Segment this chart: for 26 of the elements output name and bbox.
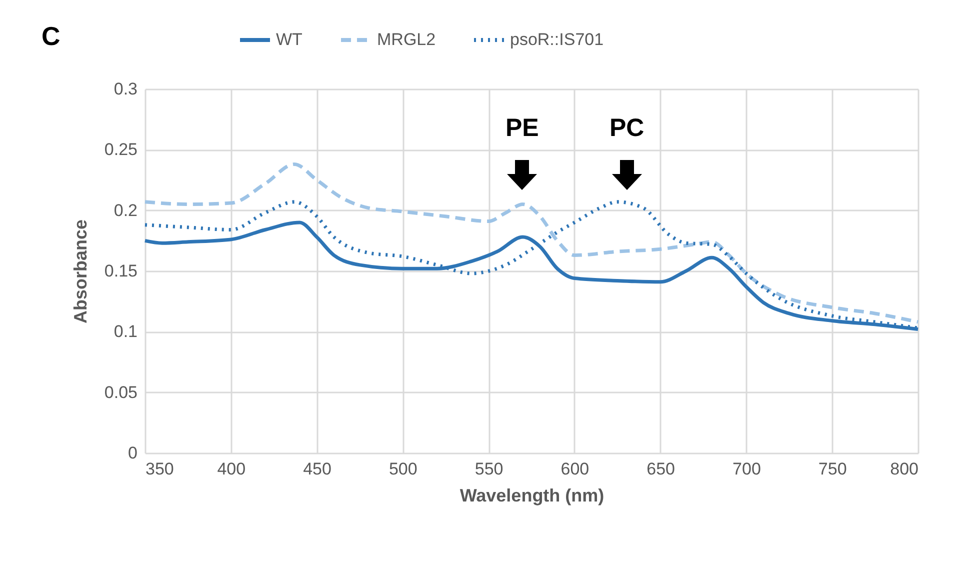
y-tick-label: 0.2 (114, 200, 138, 220)
y-axis-title: Absorbance (70, 219, 90, 324)
y-tick-label: 0.15 (104, 262, 138, 280)
legend-label: MRGL2 (377, 30, 436, 49)
x-axis-title: Wavelength (nm) (460, 486, 604, 506)
y-tick-label: 0.25 (104, 140, 138, 160)
y-tick-label: 0.1 (114, 322, 138, 342)
x-tick-label: 350 (146, 460, 174, 478)
x-tick-label: 650 (646, 460, 676, 478)
x-tick-label: 600 (560, 460, 590, 478)
text: C (42, 20, 60, 52)
legend-label: psoR::IS701 (510, 30, 604, 49)
x-tick-label: 550 (474, 460, 504, 478)
legend-label: WT (276, 30, 302, 49)
annotation: PC (610, 114, 644, 142)
x-tick-label: 450 (303, 460, 332, 478)
x-tick-label: 700 (732, 460, 761, 478)
x-tick-label: 750 (818, 460, 847, 478)
y-tick-label: 0.3 (114, 80, 138, 98)
annotation: PE (506, 114, 539, 142)
x-tick-label: 400 (217, 460, 246, 478)
y-tick-label: 0 (128, 444, 138, 462)
x-tick-label: 500 (388, 460, 418, 478)
line-series (143, 162, 920, 324)
y-tick-label: 0.05 (104, 382, 138, 402)
x-tick-label: 800 (890, 460, 918, 478)
